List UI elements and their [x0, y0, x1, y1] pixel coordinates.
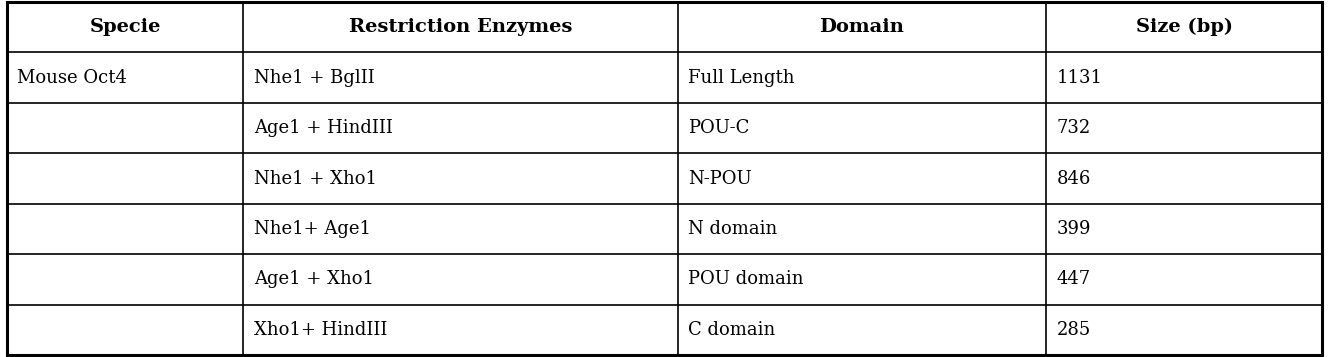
Text: POU-C: POU-C — [688, 119, 750, 137]
Text: 447: 447 — [1057, 271, 1091, 288]
Text: 732: 732 — [1057, 119, 1091, 137]
Text: Xho1+ HindIII: Xho1+ HindIII — [254, 321, 388, 339]
Text: C domain: C domain — [688, 321, 776, 339]
Text: POU domain: POU domain — [688, 271, 804, 288]
Text: Nhe1 + BglII: Nhe1 + BglII — [254, 69, 375, 86]
Text: N domain: N domain — [688, 220, 777, 238]
Text: 399: 399 — [1057, 220, 1091, 238]
Text: 285: 285 — [1057, 321, 1091, 339]
Text: Full Length: Full Length — [688, 69, 795, 86]
Text: Nhe1 + Xho1: Nhe1 + Xho1 — [254, 170, 377, 187]
Text: 846: 846 — [1057, 170, 1091, 187]
Text: 1131: 1131 — [1057, 69, 1103, 86]
Text: Domain: Domain — [820, 18, 904, 36]
Text: Specie: Specie — [89, 18, 161, 36]
Text: Mouse Oct4: Mouse Oct4 — [17, 69, 128, 86]
Text: Age1 + Xho1: Age1 + Xho1 — [254, 271, 373, 288]
Text: Size (bp): Size (bp) — [1136, 18, 1233, 36]
Text: N-POU: N-POU — [688, 170, 752, 187]
Text: Age1 + HindIII: Age1 + HindIII — [254, 119, 393, 137]
Text: Restriction Enzymes: Restriction Enzymes — [350, 18, 573, 36]
Text: Nhe1+ Age1: Nhe1+ Age1 — [254, 220, 371, 238]
